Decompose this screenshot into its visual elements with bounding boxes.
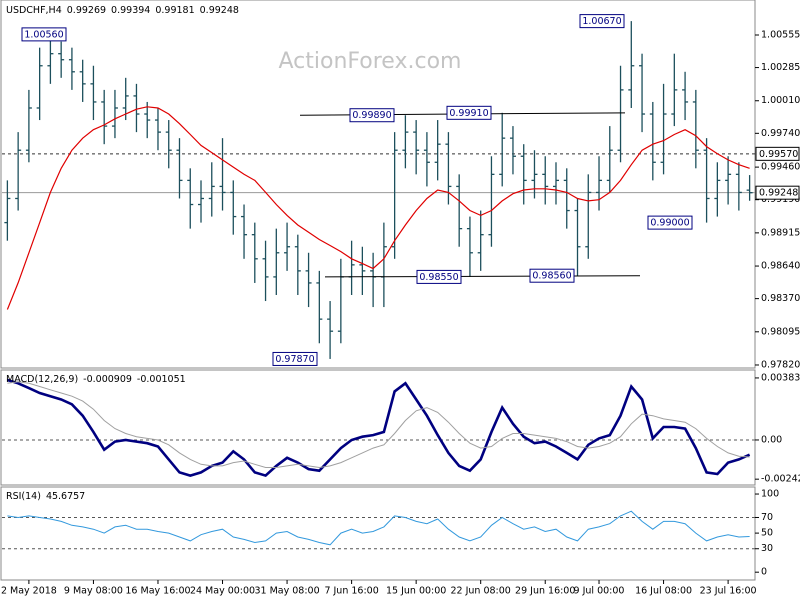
header: RSI(14) 45.6757 (6, 491, 85, 502)
y-tick-label: 100 (761, 489, 779, 500)
header-value: 0.99394 (111, 5, 150, 16)
x-tick-label: 2 May 2018 (1, 586, 57, 597)
header-value: 0.99181 (155, 5, 194, 16)
y-tick-label: 0.00383 (761, 372, 800, 383)
y-tick-label: 0.98640 (761, 261, 800, 272)
x-tick-label: 24 May 00:00 (190, 586, 255, 597)
moving-average (6, 106, 750, 310)
x-tick-label: 16 Jul 08:00 (635, 586, 692, 597)
annotation-label: 0.97870 (275, 354, 314, 365)
pane-frame (0, 0, 756, 369)
annotation-label: 0.99910 (449, 108, 488, 119)
y-tick-label: 0 (761, 567, 767, 578)
y-tick-label: 30 (761, 543, 773, 554)
y-tick-label: 70 (761, 512, 773, 523)
x-tick-label: 31 May 08:00 (254, 586, 319, 597)
header-title: MACD(12,26,9) (6, 374, 78, 385)
indicator-line (7, 381, 750, 469)
pane-frame (0, 369, 756, 486)
header-value: 45.6757 (46, 491, 85, 502)
price-line-box (755, 185, 800, 200)
header-value: -0.000909 (83, 374, 132, 385)
watermark: ActionForex.com (279, 49, 462, 74)
indicator-line (7, 378, 751, 478)
price-line-box (755, 146, 800, 161)
annotation-label: 1.00560 (24, 29, 63, 40)
y-tick-label: 0.98915 (761, 227, 800, 238)
y-tick-label: 0.98095 (761, 326, 800, 337)
annotation-box (579, 14, 625, 29)
x-tick-label: 22 Jun 08:00 (451, 586, 511, 597)
y-tick-label: 0.99740 (761, 128, 800, 139)
header-value: -0.001051 (137, 374, 186, 385)
y-tick-label: -0.00242 (761, 474, 800, 485)
y-tick-label: 0.99460 (761, 162, 800, 173)
x-tick-label: 9 May 08:00 (64, 586, 123, 597)
annotation-box (446, 105, 492, 120)
annotation-box (416, 269, 462, 284)
header: USDCHF,H4 0.99269 0.99394 0.99181 0.99248 (6, 5, 239, 16)
y-tick-label: 0.00 (761, 434, 782, 445)
annotation-box (21, 27, 67, 42)
annotation-label: 0.98550 (419, 272, 458, 283)
annotation-box (272, 351, 318, 366)
header-title: RSI(14) (6, 491, 41, 502)
y-tick-label: 50 (761, 528, 773, 539)
x-tick-label: 29 Jun 16:00 (515, 586, 575, 597)
price-line-label: 0.99248 (759, 188, 798, 199)
annotation-label: 0.98560 (532, 271, 571, 282)
x-tick-label: 23 Jul 16:00 (700, 586, 757, 597)
y-tick-label: 1.00010 (761, 95, 800, 106)
y-tick-label: 0.97820 (761, 359, 800, 370)
header: MACD(12,26,9) -0.000909 -0.001051 (6, 374, 186, 385)
annotation-box (647, 215, 693, 230)
header-title: USDCHF,H4 (6, 5, 62, 16)
x-tick-label: 16 May 16:00 (125, 586, 190, 597)
x-tick-label: 7 Jun 16:00 (324, 586, 378, 597)
annotation-label: 0.99890 (352, 110, 391, 121)
trend-line (324, 275, 641, 278)
indicator-line (7, 510, 750, 546)
x-tick-label: 15 Jun 00:00 (386, 586, 446, 597)
y-tick-label: 1.00285 (761, 62, 800, 73)
annotation-label: 0.99000 (650, 218, 689, 229)
annotation-box (349, 108, 395, 123)
x-tick-label: 9 Jul 00:00 (574, 586, 625, 597)
y-tick-label: 1.00555 (761, 29, 800, 40)
header-value: 0.99248 (200, 5, 239, 16)
annotation-box (529, 268, 575, 283)
annotation-label: 1.00670 (582, 16, 621, 27)
y-tick-label: 0.98370 (761, 293, 800, 304)
header-value: 0.99269 (67, 5, 106, 16)
price-line-label: 0.99570 (759, 149, 798, 160)
